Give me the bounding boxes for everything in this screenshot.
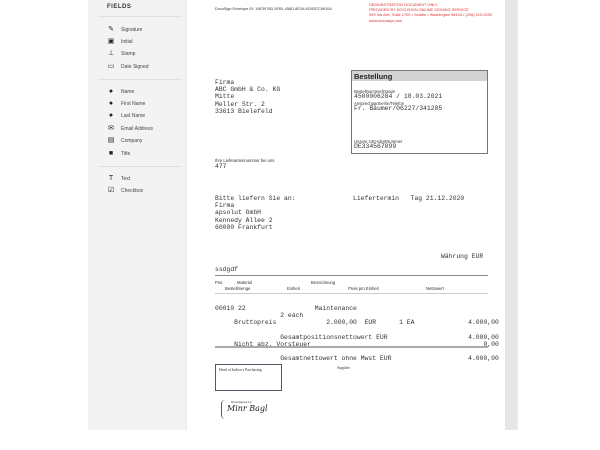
- delivery-address: Bitte liefern Sie an: Firma apsolut GmbH…: [215, 195, 296, 231]
- docusign-signature: DocuSigned by: Minr Bagl: [221, 400, 268, 419]
- col-price: Preis pro Einheit: [348, 286, 379, 291]
- building-icon: ▤: [107, 137, 115, 144]
- col-qty: Bestellmenge: [225, 286, 251, 291]
- demo-line: PROVIDED BY DOCUSIGN ONLINE SIGNING SERV…: [369, 7, 469, 13]
- col-pos: Pos.: [215, 280, 224, 285]
- stamp-icon: ⊥: [107, 50, 115, 57]
- field-label: Text: [121, 176, 131, 182]
- field-label: First Name: [121, 101, 146, 107]
- col-material: Material: [237, 280, 252, 285]
- calendar-icon: ▭: [107, 63, 115, 70]
- supplier-signature-label: Supplier: [337, 366, 350, 370]
- demo-line: DEMONSTRATION DOCUMENT ONLY: [369, 2, 438, 7]
- field-initial[interactable]: ▣ Initial: [107, 38, 133, 46]
- contact-label: Ansprechpartner/in/Telefon: [354, 101, 405, 106]
- signature-image: Minr Bagl: [227, 404, 268, 413]
- col-net: Nettowert: [426, 286, 444, 291]
- briefcase-icon: ■: [108, 150, 114, 157]
- field-label: Title: [121, 151, 131, 157]
- demo-line: www.docusign.com: [369, 17, 403, 23]
- checkbox-icon: ☑: [107, 187, 115, 194]
- envelope-icon: ✉: [108, 125, 114, 132]
- order-value: 4500006284 / 18.03.2021: [354, 93, 443, 100]
- person-icon: ●: [108, 112, 114, 119]
- fields-title: FIELDS: [107, 4, 132, 10]
- field-first-name[interactable]: ● First Name: [107, 100, 146, 108]
- person-icon: ●: [108, 100, 114, 107]
- divider: [215, 346, 488, 348]
- divider: [98, 79, 182, 80]
- field-last-name[interactable]: ● Last Name: [107, 112, 145, 120]
- delivery-date: Liefertermin Tag 21.12.2020: [353, 195, 465, 202]
- field-label: Email Address: [121, 126, 153, 132]
- demo-line: 999 3rd Ave, Suite 1700 • Seattle • Wash…: [369, 12, 493, 18]
- divider: [98, 16, 182, 17]
- vat-label: Unsere USt-IdentNummer: [354, 139, 403, 144]
- note: ssdgdf: [215, 266, 239, 273]
- field-label: Date Signed: [121, 64, 149, 70]
- signature-field-box[interactable]: Head of Indirect Purchasing: [215, 364, 282, 391]
- field-name[interactable]: ● Name: [107, 88, 134, 96]
- field-label: Initial: [121, 39, 133, 45]
- line-items: 00010 22 Maintenance 2 each Bruttopreis …: [215, 305, 499, 349]
- col-desc: Bezeichnung: [311, 280, 336, 285]
- fields-sidebar: FIELDS ✎ Signature ▣ Initial ⊥ Stamp ▭ Date Sig…: [88, 0, 185, 430]
- buyer-address: Firma ABC GmbH & Co. KG Mitte Meller Str…: [215, 79, 281, 115]
- field-label: Company: [121, 138, 143, 144]
- order-label: Bestellnummer/Datum: [354, 89, 396, 94]
- supplier-number-label: Ihre Lieferantennummer bei uns: [215, 158, 275, 163]
- vat-value: DE334567899: [354, 143, 397, 150]
- order-box-title: Bestellung: [352, 71, 487, 81]
- field-date-signed[interactable]: ▭ Date Signed: [107, 63, 149, 71]
- field-label: Last Name: [121, 113, 146, 119]
- field-label: Name: [121, 89, 135, 95]
- field-label: Signature: [121, 27, 143, 33]
- currency: Währung EUR: [441, 253, 484, 260]
- field-text[interactable]: T Text: [107, 175, 130, 183]
- text-icon: T: [108, 175, 114, 182]
- field-stamp[interactable]: ⊥ Stamp: [107, 50, 136, 58]
- field-signature[interactable]: ✎ Signature: [107, 26, 142, 34]
- pen-icon: ✎: [108, 26, 114, 33]
- envelope-id: DocuSign Envelope ID: 19E3978D-5FB1-456D…: [215, 7, 332, 11]
- field-label: Stamp: [121, 51, 136, 57]
- divider: [98, 166, 182, 167]
- field-company[interactable]: ▤ Company: [107, 137, 143, 145]
- contact-value: Fr. Bäumer/06227/341285: [354, 105, 443, 112]
- document-page: DocuSign Envelope ID: 19E3978D-5FB1-456D…: [187, 0, 505, 430]
- col-unit: Einheit: [287, 286, 300, 291]
- field-label: Checkbox: [121, 188, 144, 194]
- field-email-address[interactable]: ✉ Email Address: [107, 125, 153, 133]
- total: Gesamtnettowert ohne Mwst EUR 4.000,00: [215, 355, 499, 362]
- field-checkbox[interactable]: ☑ Checkbox: [107, 187, 143, 195]
- divider: [215, 275, 488, 276]
- person-icon: ●: [108, 88, 114, 95]
- app-window: FIELDS ✎ Signature ▣ Initial ⊥ Stamp ▭ Date Sig…: [88, 0, 518, 430]
- divider: [215, 293, 488, 294]
- order-box: Bestellung Bestellnummer/Datum 450000628…: [351, 70, 488, 154]
- docusigned-by: DocuSigned by:: [231, 400, 253, 404]
- signature-field-label: Head of Indirect Purchasing: [219, 368, 262, 372]
- initial-icon: ▣: [107, 38, 115, 45]
- field-title[interactable]: ■ Title: [107, 150, 130, 158]
- supplier-number: 477: [215, 163, 227, 170]
- demo-notice: DEMONSTRATION DOCUMENT ONLY PROVIDED BY …: [369, 2, 492, 23]
- scrollbar[interactable]: [505, 0, 517, 430]
